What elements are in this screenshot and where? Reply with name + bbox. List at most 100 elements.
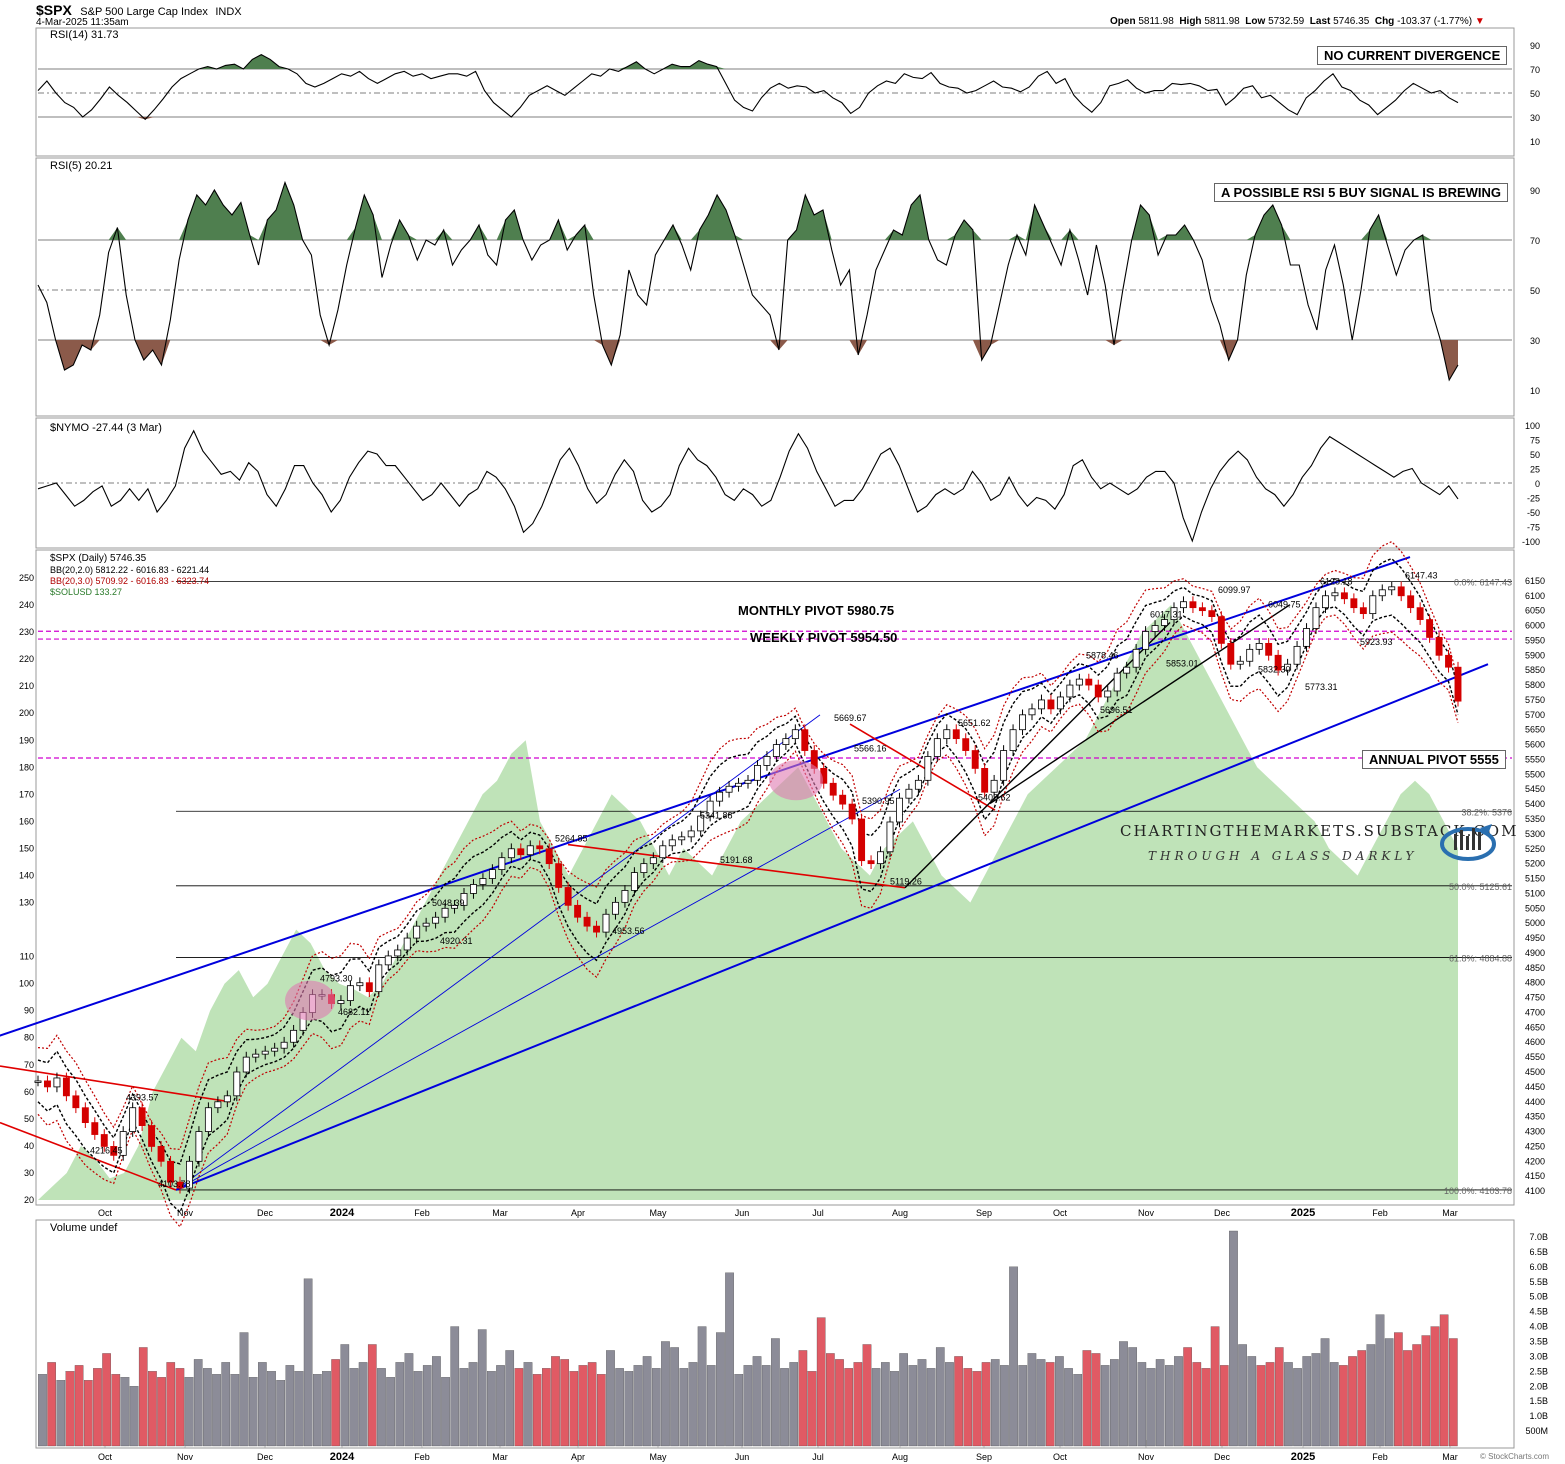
price-tick-label: 4350 bbox=[1525, 1112, 1545, 1122]
open-value: 5811.98 bbox=[1138, 16, 1174, 27]
candle-body bbox=[337, 1000, 345, 1004]
candle-body bbox=[829, 782, 837, 796]
x-axis-label-bottom: Oct bbox=[98, 1452, 113, 1462]
price-point-label: 4216.45 bbox=[90, 1145, 123, 1155]
volume-tick-label: 2.0B bbox=[1529, 1381, 1548, 1391]
price-tick-label: 5450 bbox=[1525, 784, 1545, 794]
candle-body bbox=[697, 815, 705, 832]
volume-bar bbox=[83, 1380, 93, 1447]
sol-tick-label: 20 bbox=[24, 1195, 34, 1205]
candle-body bbox=[782, 738, 790, 745]
highlight-ellipse bbox=[285, 980, 335, 1021]
volume-bar bbox=[1201, 1368, 1211, 1447]
candle-body bbox=[678, 836, 686, 841]
chart-date: 4-Mar-2025 11:35am bbox=[36, 17, 129, 28]
price-tick-label: 4250 bbox=[1525, 1141, 1545, 1151]
volume-bar bbox=[1027, 1353, 1037, 1447]
volume-bar bbox=[1394, 1332, 1403, 1447]
candle-body bbox=[583, 916, 591, 927]
x-axis-label: Nov bbox=[177, 1208, 194, 1218]
price-tick-label: 6150 bbox=[1525, 576, 1545, 586]
volume-bar bbox=[743, 1365, 753, 1447]
price-legend-bb2: BB(20,2.0) 5812.22 - 6016.83 - 6221.44 bbox=[50, 565, 209, 575]
volume-bar bbox=[587, 1362, 597, 1447]
y-tick-label: 70 bbox=[1530, 236, 1540, 246]
sol-tick-label: 60 bbox=[24, 1087, 34, 1097]
volume-bar bbox=[1119, 1341, 1128, 1447]
candle-body bbox=[1019, 714, 1026, 731]
volume-tick-label: 6.5B bbox=[1529, 1247, 1548, 1257]
volume-bar bbox=[93, 1368, 102, 1447]
sol-tick-label: 50 bbox=[24, 1114, 34, 1124]
volume-bar bbox=[697, 1326, 707, 1447]
x-axis-label-bottom: Feb bbox=[1372, 1452, 1388, 1462]
price-tick-label: 6050 bbox=[1525, 606, 1545, 616]
candle-body bbox=[91, 1122, 99, 1135]
black-trend-line bbox=[989, 604, 1291, 805]
volume-bar bbox=[981, 1362, 991, 1447]
candle-body bbox=[167, 1160, 174, 1183]
volume-bar bbox=[606, 1350, 615, 1447]
x-axis-label: 2024 bbox=[330, 1207, 355, 1219]
y-tick-label: 30 bbox=[1530, 336, 1540, 346]
candle-body bbox=[119, 1131, 127, 1156]
volume-bar bbox=[1448, 1338, 1458, 1447]
candle-body bbox=[1331, 592, 1339, 597]
volume-bar bbox=[285, 1365, 295, 1447]
volume-bar bbox=[725, 1272, 734, 1447]
volume-bar bbox=[1155, 1359, 1165, 1447]
volume-bar bbox=[1247, 1356, 1257, 1447]
candle-body bbox=[1359, 607, 1367, 615]
candle-body bbox=[706, 800, 714, 817]
price-tick-label: 5600 bbox=[1525, 740, 1545, 750]
x-axis-label: Oct bbox=[1053, 1208, 1068, 1218]
candle-body bbox=[1217, 616, 1225, 644]
x-axis-label-bottom: Mar bbox=[1442, 1452, 1458, 1462]
volume-bar bbox=[816, 1317, 826, 1447]
volume-tick-label: 3.5B bbox=[1529, 1336, 1548, 1346]
candle-body bbox=[971, 750, 979, 769]
price-tick-label: 5050 bbox=[1525, 903, 1545, 913]
candle-body bbox=[943, 729, 951, 740]
volume-bar bbox=[1000, 1365, 1009, 1447]
price-tick-label: 5500 bbox=[1525, 769, 1545, 779]
x-axis-label: Mar bbox=[492, 1208, 508, 1218]
x-axis-label: Nov bbox=[1138, 1208, 1155, 1218]
y-tick-label: -75 bbox=[1527, 523, 1540, 533]
candle-body bbox=[612, 901, 619, 915]
candle-body bbox=[498, 857, 506, 871]
volume-bar bbox=[367, 1344, 377, 1447]
candle-body bbox=[848, 803, 856, 820]
price-point-label: 5696.51 bbox=[1100, 705, 1133, 715]
last-value: 5746.35 bbox=[1333, 16, 1370, 27]
price-tick-label: 4600 bbox=[1525, 1037, 1545, 1047]
trend-channel-line bbox=[175, 663, 1489, 1191]
volume-bar bbox=[551, 1356, 560, 1447]
volume-bar bbox=[230, 1374, 240, 1447]
price-tick-label: 4100 bbox=[1525, 1186, 1545, 1196]
price-point-label: 5402.62 bbox=[978, 792, 1011, 802]
candle-body bbox=[138, 1107, 146, 1126]
volume-bar bbox=[670, 1347, 679, 1447]
volume-bar bbox=[1421, 1335, 1431, 1447]
volume-bar bbox=[945, 1362, 954, 1447]
price-point-label: 6017.31 bbox=[1150, 609, 1183, 619]
candle-body bbox=[630, 872, 638, 891]
fib-level-label: 61.8%: 4884.88 bbox=[1449, 953, 1512, 963]
price-point-label: 4682.11 bbox=[338, 1007, 370, 1017]
candle-body bbox=[763, 756, 771, 766]
sol-tick-label: 240 bbox=[19, 600, 34, 610]
volume-bar bbox=[47, 1362, 56, 1447]
volume-bar bbox=[532, 1374, 542, 1447]
volume-bar bbox=[624, 1371, 634, 1447]
sol-tick-label: 210 bbox=[19, 681, 34, 691]
open-label: Open bbox=[1110, 16, 1136, 27]
price-tick-label: 6000 bbox=[1525, 621, 1545, 631]
candle-body bbox=[81, 1107, 89, 1124]
candle-body bbox=[640, 863, 648, 873]
price-tick-label: 5250 bbox=[1525, 844, 1545, 854]
x-axis-label: May bbox=[649, 1208, 667, 1218]
volume-bar bbox=[1256, 1365, 1266, 1447]
x-axis-label-bottom: 2025 bbox=[1291, 1451, 1315, 1463]
volume-bar bbox=[1274, 1347, 1284, 1447]
